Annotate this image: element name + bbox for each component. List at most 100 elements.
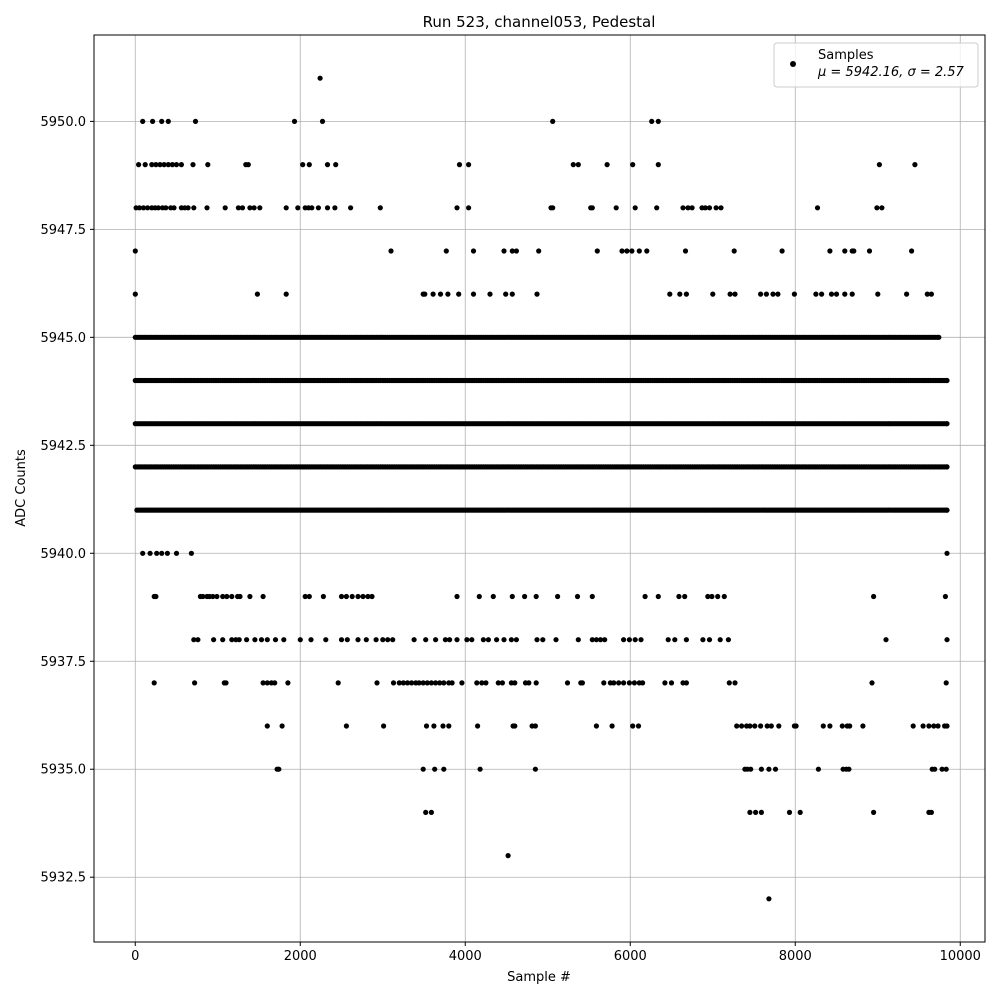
sample-point bbox=[355, 593, 361, 600]
sample-point bbox=[433, 680, 439, 686]
sample-point bbox=[766, 766, 772, 772]
sample-point bbox=[866, 248, 873, 254]
sample-point bbox=[677, 291, 683, 297]
sample-point bbox=[752, 723, 758, 729]
sample-point bbox=[522, 593, 528, 600]
sample-point bbox=[732, 680, 738, 686]
sample-point bbox=[860, 723, 866, 729]
sample-point bbox=[220, 637, 226, 643]
sample-point bbox=[388, 248, 394, 254]
sample-point bbox=[335, 680, 341, 686]
sample-point bbox=[827, 248, 833, 254]
sample-point bbox=[846, 766, 852, 772]
sample-point bbox=[200, 593, 206, 600]
sample-point bbox=[447, 637, 453, 643]
sample-point bbox=[479, 680, 485, 686]
x-tick-label: 2000 bbox=[284, 949, 317, 964]
sample-point bbox=[237, 593, 243, 600]
sample-point bbox=[593, 637, 600, 643]
sample-point bbox=[654, 205, 660, 211]
sample-point bbox=[254, 291, 260, 297]
sample-point bbox=[151, 680, 157, 686]
sample-point bbox=[512, 723, 518, 729]
sample-point bbox=[442, 637, 448, 643]
sample-point bbox=[621, 637, 627, 643]
sample-point bbox=[165, 162, 171, 168]
sample-point bbox=[655, 593, 661, 600]
sample-point bbox=[469, 637, 475, 643]
sample-point bbox=[849, 291, 855, 297]
sample-point bbox=[300, 162, 306, 168]
x-axis-label: Sample # bbox=[507, 970, 571, 985]
sample-point bbox=[725, 637, 732, 643]
sample-point bbox=[718, 205, 724, 211]
sample-point bbox=[446, 723, 452, 729]
sample-point bbox=[604, 162, 610, 168]
y-tick-label: 5940.0 bbox=[41, 547, 87, 562]
sample-point bbox=[700, 637, 706, 643]
sample-point bbox=[247, 593, 253, 600]
sample-point bbox=[422, 291, 428, 297]
sample-point bbox=[550, 205, 556, 211]
sample-point bbox=[428, 680, 434, 686]
sample-point bbox=[683, 291, 690, 297]
sample-point bbox=[739, 723, 745, 729]
sample-point bbox=[589, 593, 595, 600]
sample-point bbox=[611, 680, 617, 686]
legend-stat-line: μ = 5942.16, σ = 2.57 bbox=[817, 65, 965, 80]
y-gridlines bbox=[94, 120, 985, 878]
sample-point bbox=[224, 593, 230, 600]
sample-point bbox=[464, 637, 470, 643]
sample-point bbox=[159, 118, 165, 124]
sample-point bbox=[791, 291, 798, 297]
sample-point bbox=[593, 723, 600, 729]
sample-point bbox=[734, 723, 740, 729]
sample-point bbox=[642, 593, 648, 600]
sample-point bbox=[409, 680, 415, 686]
sample-point bbox=[602, 637, 608, 643]
sample-point bbox=[205, 162, 211, 168]
sample-point bbox=[874, 205, 880, 211]
sample-point bbox=[665, 637, 671, 643]
sample-point bbox=[456, 162, 463, 168]
sample-point bbox=[416, 680, 422, 686]
sample-point bbox=[454, 205, 460, 211]
sample-point bbox=[935, 723, 941, 729]
sample-point bbox=[640, 680, 646, 686]
sample-point bbox=[931, 723, 937, 729]
y-tick-label: 5935.0 bbox=[41, 763, 87, 778]
sample-point bbox=[247, 205, 253, 211]
sample-point bbox=[702, 205, 708, 211]
legend-marker bbox=[790, 61, 796, 67]
sample-point bbox=[534, 637, 540, 643]
sample-point bbox=[944, 507, 950, 513]
sample-point bbox=[443, 248, 449, 254]
sample-point bbox=[178, 162, 184, 168]
sample-point bbox=[772, 766, 779, 772]
sample-point bbox=[924, 291, 930, 297]
sample-point bbox=[839, 723, 845, 729]
sample-point bbox=[229, 637, 235, 643]
sample-point bbox=[495, 680, 501, 686]
sample-point bbox=[503, 291, 509, 297]
sample-point bbox=[441, 766, 447, 772]
sample-point bbox=[432, 766, 438, 772]
sample-point bbox=[490, 593, 496, 600]
sample-point bbox=[869, 680, 875, 686]
sample-point bbox=[786, 809, 793, 816]
sample-point bbox=[454, 637, 460, 643]
sample-point bbox=[747, 723, 753, 729]
sample-point bbox=[191, 205, 197, 211]
sample-point bbox=[512, 680, 518, 686]
sample-point bbox=[944, 464, 950, 470]
sample-point bbox=[324, 162, 331, 168]
sample-point bbox=[847, 723, 853, 729]
sample-point bbox=[553, 637, 559, 643]
sample-point bbox=[377, 205, 383, 211]
sample-point bbox=[509, 291, 515, 297]
sample-point bbox=[456, 291, 462, 297]
sample-point bbox=[747, 809, 753, 816]
sample-point bbox=[153, 162, 159, 168]
sample-point bbox=[797, 809, 803, 816]
sample-point bbox=[173, 162, 180, 168]
